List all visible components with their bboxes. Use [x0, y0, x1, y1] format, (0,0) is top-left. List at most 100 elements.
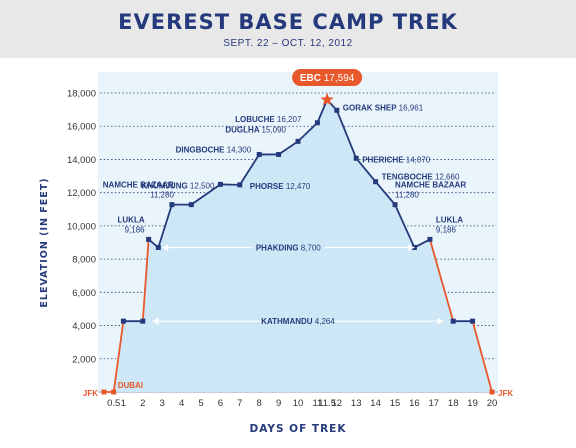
point-label-value: 12,500 — [190, 181, 215, 190]
data-point — [314, 120, 320, 126]
data-point — [295, 138, 301, 144]
x-tick-label: 4 — [179, 398, 184, 409]
x-tick-label: 11 — [312, 398, 322, 409]
point-label-value: 12,470 — [286, 182, 311, 191]
point-label: PHORSE 12,470 — [250, 182, 311, 191]
x-tick-label: 8 — [257, 398, 262, 409]
data-point — [276, 151, 282, 157]
point-label-name: GORAK SHEP — [343, 103, 399, 112]
point-label-value: 11,280 — [395, 191, 419, 200]
point-label-name: PHORSE — [250, 182, 286, 191]
x-tick-label: 1 — [121, 398, 126, 409]
x-tick-label: 14 — [370, 398, 381, 409]
x-tick-label: 17 — [429, 398, 440, 409]
point-label-value: 15,090 — [262, 125, 287, 134]
arrow-right-icon — [437, 317, 444, 325]
data-point — [111, 389, 117, 395]
point-label-name: NAMCHE BAZAAR — [103, 181, 174, 190]
data-point — [427, 236, 433, 242]
data-point — [101, 389, 107, 395]
data-point — [334, 107, 340, 113]
point-label-name: DUBAI — [118, 381, 143, 390]
data-point — [256, 151, 262, 157]
data-point — [237, 182, 243, 188]
elevation-line-segment — [429, 238, 455, 323]
x-tick-label: 0.5 — [107, 398, 120, 409]
point-label-name: TENGBOCHE — [382, 173, 435, 182]
y-tick-label: 10,000 — [67, 221, 96, 232]
data-point — [489, 389, 495, 395]
point-label-value: 16,207 — [277, 115, 302, 124]
elevation-line-segment — [394, 203, 416, 249]
point-label-name: DUGLHA — [225, 125, 261, 134]
data-point — [470, 318, 476, 324]
x-axis-title: DAYS OF TREK — [250, 423, 347, 435]
data-point — [392, 202, 398, 208]
point-label-value: 14,300 — [227, 145, 252, 154]
data-point — [373, 179, 379, 185]
elevation-line-segment — [374, 180, 396, 206]
peak-callout — [292, 69, 363, 86]
point-label-name: LUKLA — [436, 215, 463, 224]
data-point — [353, 155, 359, 161]
data-point — [217, 181, 223, 187]
point-label: GORAK SHEP 16,961 — [343, 103, 424, 112]
elevation-line-segment — [335, 109, 358, 160]
point-label: PHERICHE 14,070 — [362, 155, 431, 164]
point-label-name: LUKLA — [118, 215, 145, 224]
x-tick-label: 9 — [276, 398, 281, 409]
peak-value: 17,594 — [324, 73, 355, 84]
span-label-value: 4,264 — [315, 317, 336, 326]
point-label-value: 9,186 — [125, 225, 146, 234]
span-label-value: 8,700 — [301, 243, 322, 252]
peak-name: EBC — [300, 73, 324, 84]
y-tick-label: 18,000 — [67, 89, 96, 100]
point-label-value: 12,660 — [435, 173, 460, 182]
data-point — [450, 318, 456, 324]
elevation-line-segment — [190, 183, 222, 206]
elevation-line-segment — [277, 140, 299, 156]
point-label-value: 14,070 — [406, 155, 431, 164]
elevation-line-segment — [141, 238, 150, 323]
elevation-line-segment — [355, 157, 377, 183]
x-tick-label: 20 — [487, 398, 498, 409]
y-tick-label: 16,000 — [67, 122, 96, 133]
y-tick-label: 6,000 — [72, 288, 96, 299]
x-tick-label: 13 — [351, 398, 362, 409]
point-label: KHUMJUNG 12,500 — [141, 181, 214, 190]
y-tick-label: 4,000 — [72, 321, 96, 332]
span-label: PHAKDING 8,700 — [256, 243, 321, 252]
peak-star-icon — [320, 92, 334, 106]
point-label-name: KHUMJUNG — [141, 181, 189, 190]
span-label: KATHMANDU 4,264 — [261, 317, 335, 326]
point-label-value: 9,186 — [436, 225, 457, 234]
elevation-line-segment — [238, 153, 261, 186]
data-point — [188, 202, 194, 208]
x-tick-label: 18 — [448, 398, 459, 409]
point-label: LOBUCHE 16,207 — [235, 115, 302, 124]
elevation-line-segment — [413, 238, 431, 249]
point-label-name: PHERICHE — [362, 155, 406, 164]
elevation-line-segment — [112, 320, 125, 393]
arrow-left-icon — [162, 243, 169, 251]
x-tick-label: 2 — [140, 398, 145, 409]
y-tick-label: 2,000 — [72, 354, 96, 365]
x-tick-label: 3 — [160, 398, 165, 409]
x-tick-label: 10 — [293, 398, 304, 409]
data-point — [146, 236, 152, 242]
point-label-name: NAMCHE BAZAAR — [395, 181, 466, 190]
point-label-name: JFK — [83, 389, 98, 398]
point-label: DINGBOCHE 14,300 — [176, 145, 252, 154]
data-point — [155, 244, 161, 250]
y-tick-label: 8,000 — [72, 255, 96, 266]
arrow-left-icon — [152, 317, 159, 325]
x-tick-label: 19 — [467, 398, 478, 409]
elevation-area — [104, 99, 492, 392]
y-tick-label: 14,000 — [67, 155, 96, 166]
peak-label: EBC 17,594 — [300, 73, 355, 84]
span-label-name: KATHMANDU — [261, 317, 315, 326]
data-point — [140, 318, 146, 324]
data-point — [120, 318, 126, 324]
point-label-name: LOBUCHE — [235, 115, 277, 124]
